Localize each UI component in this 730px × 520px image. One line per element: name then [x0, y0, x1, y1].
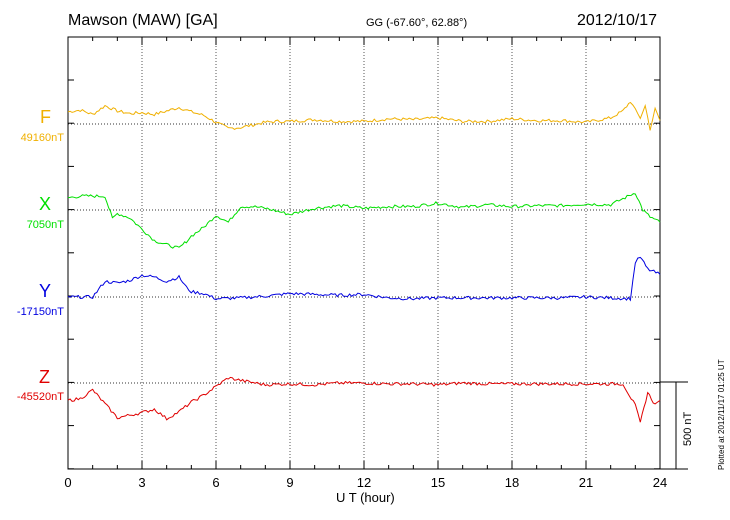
series-line-x: [67, 193, 661, 249]
grid-lines: [141, 37, 587, 469]
component-label-y: Y: [39, 281, 52, 301]
series-line-f: [67, 101, 661, 131]
component-label-z: Z: [39, 367, 50, 387]
axis-ticks: [67, 37, 661, 470]
scale-bar-label: 500 nT: [682, 411, 694, 446]
x-tick-label: 24: [652, 475, 668, 490]
x-tick-label: 18: [504, 475, 520, 490]
x-tick-label: 9: [286, 475, 294, 490]
station-title: Mawson (MAW) [GA]: [68, 12, 218, 29]
baseline-label-f: 49160nT: [20, 132, 64, 144]
series-line-y: [67, 256, 661, 302]
x-tick-label: 0: [64, 475, 72, 490]
baseline-label-z: -45520nT: [16, 391, 64, 403]
plotted-timestamp: Plotted at 2012/11/17 01:25 UT: [717, 359, 726, 470]
x-tick-label: 15: [430, 475, 446, 490]
x-tick-label: 3: [138, 475, 146, 490]
x-tick-label: 12: [356, 475, 372, 490]
series-line-z: [67, 376, 661, 423]
x-axis-label: U T (hour): [336, 490, 395, 505]
x-tick-label: 21: [578, 475, 594, 490]
x-tick-label: 6: [212, 475, 220, 490]
baseline-label-y: -17150nT: [16, 306, 64, 318]
station-coordinates: GG (-67.60°, 62.88°): [366, 17, 468, 29]
component-label-x: X: [39, 194, 52, 214]
series-lines: [67, 101, 661, 423]
component-label-f: F: [40, 107, 51, 127]
baseline-label-x: 7050nT: [26, 219, 64, 231]
scale-bar: [660, 381, 688, 470]
chart-date: 2012/10/17: [577, 12, 658, 29]
